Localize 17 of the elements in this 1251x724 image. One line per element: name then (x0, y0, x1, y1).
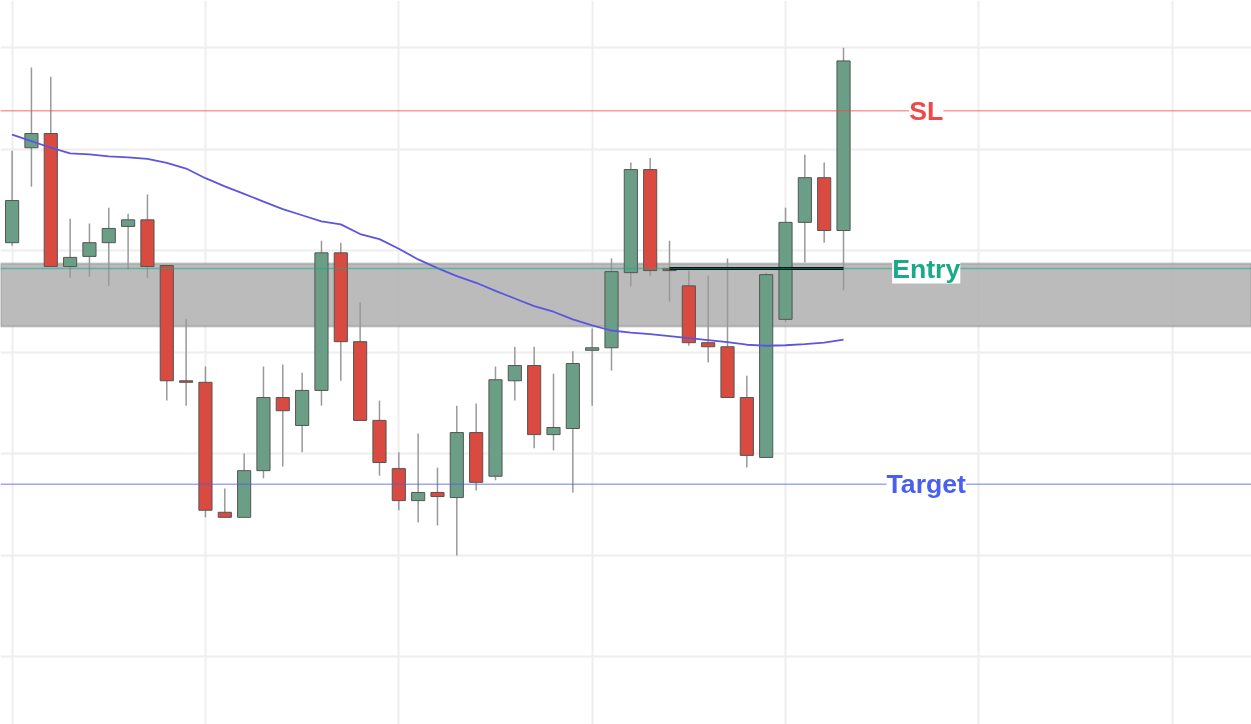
candlestick (24, 66, 39, 188)
candlestick (701, 274, 716, 364)
ref-line-label: Target (886, 469, 967, 500)
candlestick (217, 487, 232, 519)
ref-line-label: Entry (892, 253, 961, 284)
candlestick (63, 218, 78, 279)
candlestick (546, 372, 561, 452)
candlestick (430, 466, 445, 527)
candlestick (507, 346, 522, 402)
ref-line-label: SL (909, 95, 944, 126)
candlestick (121, 212, 136, 271)
candlestick (101, 206, 116, 287)
candlestick (585, 327, 600, 407)
candlestick (179, 318, 194, 407)
candlestick (275, 363, 290, 468)
candlestick (411, 432, 426, 524)
candlestick (82, 222, 97, 278)
